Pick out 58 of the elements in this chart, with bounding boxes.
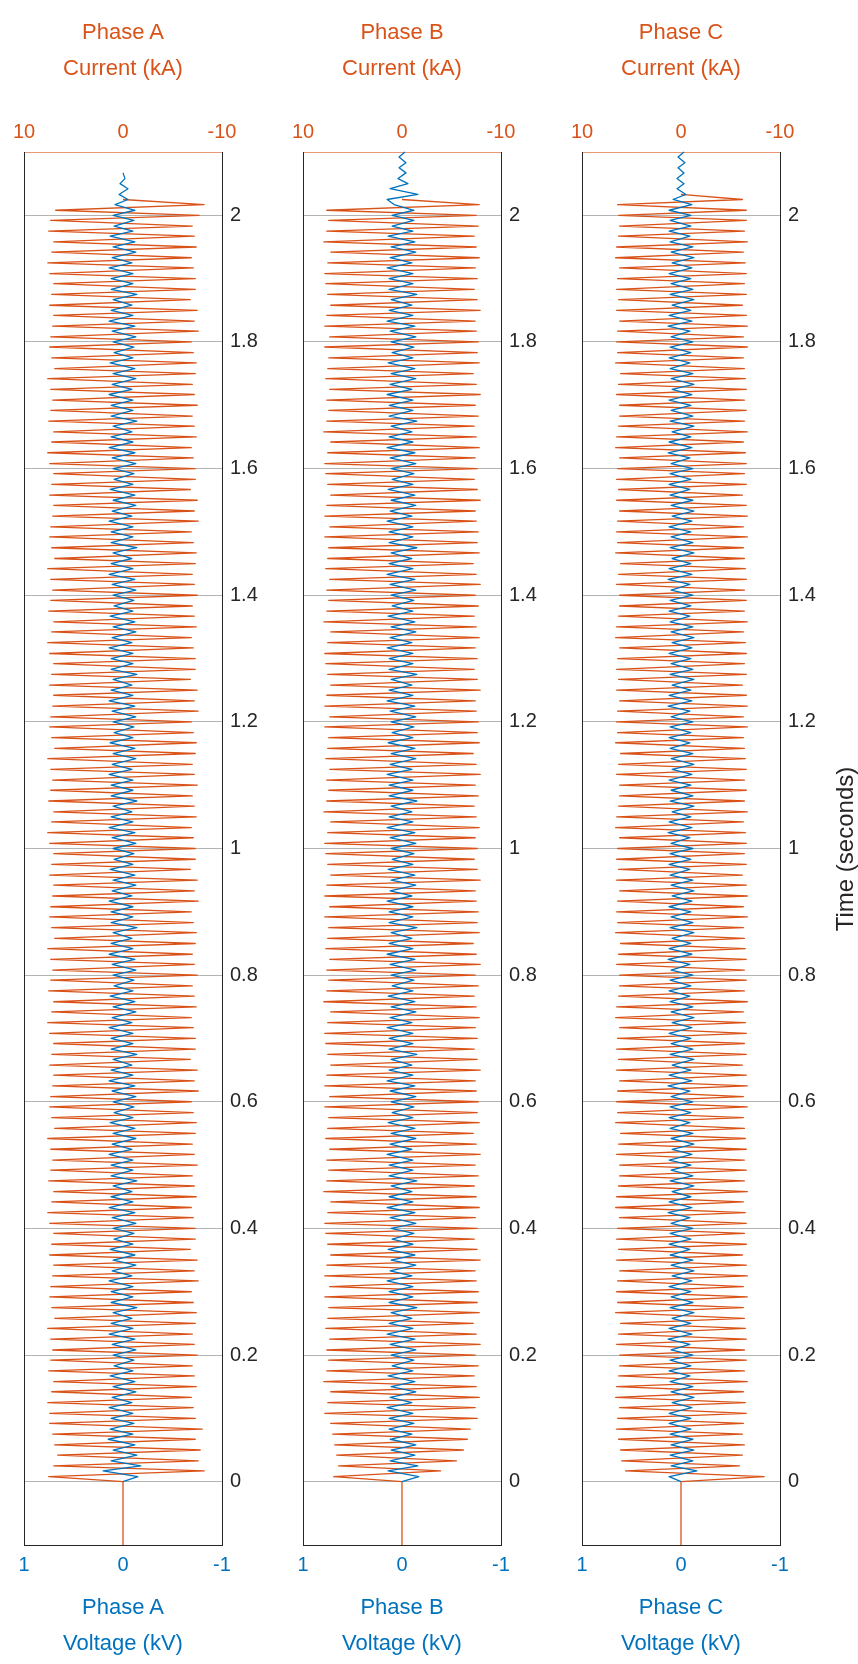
y-tick-label: 1.6: [788, 456, 816, 479]
x-axis-title: Phase B Voltage (kV): [341, 1593, 463, 1657]
x2-tick-label: 0: [117, 119, 129, 142]
x-tick-label: 1: [576, 1552, 588, 1575]
y-tick-label: 0.4: [509, 1215, 537, 1238]
x-tick-label: 1: [18, 1552, 30, 1575]
x2-tick-label: 10: [12, 119, 36, 142]
x2-tick-label: 10: [291, 119, 315, 142]
y-tick-label: 0.4: [230, 1215, 258, 1238]
y-tick-label: 1.4: [509, 582, 537, 605]
y-tick-label: 0: [509, 1469, 521, 1492]
y-tick-label: 0: [230, 1469, 242, 1492]
y-tick-label: 0.6: [509, 1089, 537, 1112]
y-tick-label: 0.2: [230, 1342, 258, 1365]
x-tick-label: 0: [675, 1552, 687, 1575]
y-tick-label: 1.2: [509, 709, 537, 732]
x2-tick-label: -10: [207, 119, 237, 142]
y-tick-label: 2: [230, 202, 242, 225]
y-tick-label: 0.6: [230, 1089, 258, 1112]
y-tick-label: 1: [509, 836, 521, 859]
y-tick-label: 1.6: [509, 456, 537, 479]
y-tick-label: 1.8: [230, 329, 258, 352]
y-tick-label: 0.2: [788, 1342, 816, 1365]
x-tick-label: -1: [771, 1552, 789, 1575]
y-tick-label: 0.8: [509, 962, 537, 985]
x-axis-title: Phase A Voltage (kV): [62, 1593, 184, 1657]
y-tick-label: 1.4: [230, 582, 258, 605]
x-axis-title: Phase C Voltage (kV): [620, 1593, 742, 1657]
y-tick-label: 0.2: [509, 1342, 537, 1365]
y-tick-label: 2: [788, 202, 800, 225]
x2-tick-label: -10: [486, 119, 516, 142]
y-tick-label: 0: [788, 1469, 800, 1492]
x-tick-label: 0: [396, 1552, 408, 1575]
y-tick-label: 1.4: [788, 582, 816, 605]
x2-tick-label: -10: [765, 119, 795, 142]
y-tick-label: 1.8: [509, 329, 537, 352]
x-tick-label: 0: [117, 1552, 129, 1575]
x2-axis-title: Phase B Current (kA): [341, 18, 463, 82]
x-tick-label: -1: [213, 1552, 231, 1575]
y-tick-label: 0.8: [230, 962, 258, 985]
y-axis-title: Time (seconds): [830, 765, 858, 933]
y-tick-label: 1.8: [788, 329, 816, 352]
y-tick-label: 0.8: [788, 962, 816, 985]
x2-axis-title: Phase A Current (kA): [62, 18, 184, 82]
x-tick-label: -1: [492, 1552, 510, 1575]
x2-tick-label: 0: [675, 119, 687, 142]
y-tick-label: 1: [230, 836, 242, 859]
x2-axis-title: Phase C Current (kA): [620, 18, 742, 82]
x2-tick-label: 0: [396, 119, 408, 142]
y-tick-label: 0.6: [788, 1089, 816, 1112]
y-tick-label: 1.2: [788, 709, 816, 732]
x-tick-label: 1: [297, 1552, 309, 1575]
x2-tick-label: 10: [570, 119, 594, 142]
y-tick-label: 1.2: [230, 709, 258, 732]
y-tick-label: 1.6: [230, 456, 258, 479]
y-tick-label: 2: [509, 202, 521, 225]
y-tick-label: 1: [788, 836, 800, 859]
y-tick-label: 0.4: [788, 1215, 816, 1238]
